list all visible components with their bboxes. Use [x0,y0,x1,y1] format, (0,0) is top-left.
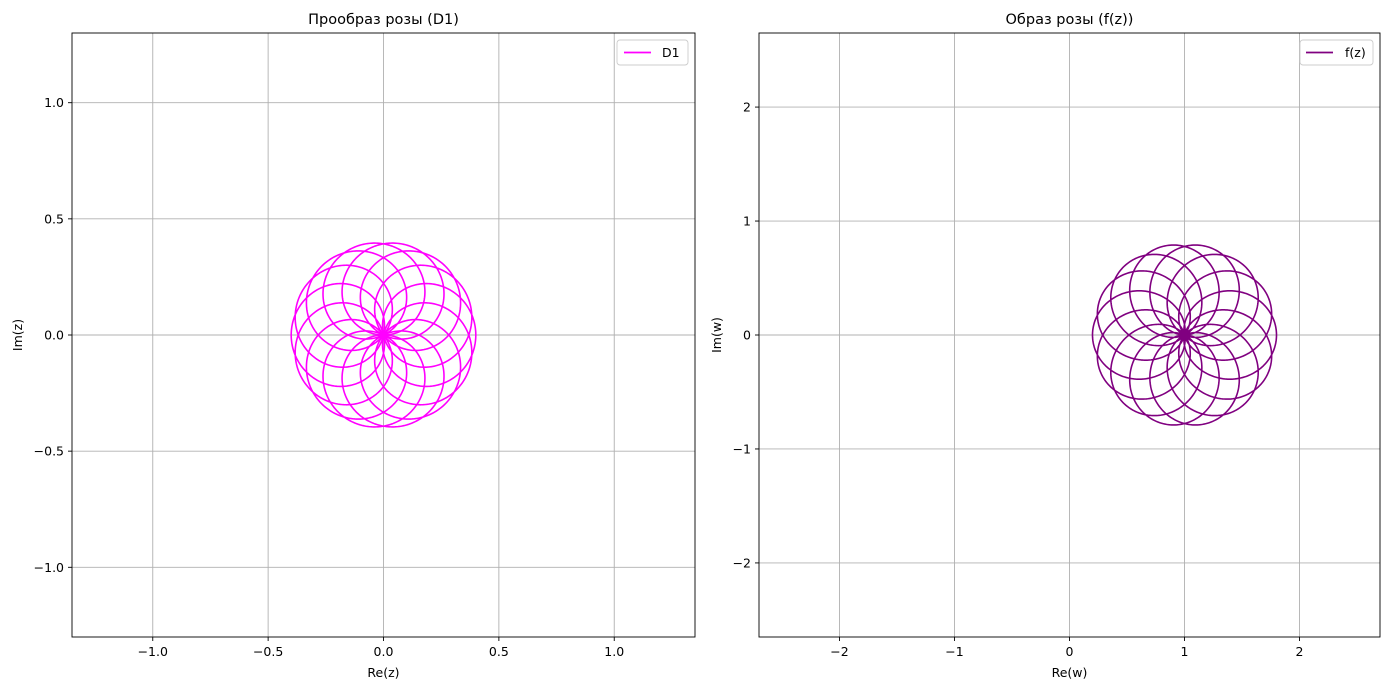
right-plot-legend-label: f(z) [1345,45,1366,60]
right-plot-xtick-label: −2 [830,644,848,659]
right-plot-xtick-label: 0 [1066,644,1074,659]
left-plot-xlabel: Re(z) [367,665,399,680]
left-plot-ytick-label: −0.5 [34,444,64,459]
right-plot-curve-fz [1091,244,1278,426]
right-plot-ytick-label: −1 [733,441,751,456]
left-plot-xtick-label: −1.0 [138,644,168,659]
right-plot-yticks: −2 −1 0 1 2 [733,100,759,570]
left-plot-ylabel: Im(z) [10,319,25,351]
left-plot-ytick-label: 1.0 [44,95,64,110]
left-plot-ytick-label: 0.5 [44,211,64,226]
left-plot-curve-d1 [290,242,477,428]
right-plot-ytick-label: 1 [743,214,751,229]
left-plot-grid [72,33,695,637]
right-plot-title: Образ розы (f(z)) [1006,12,1134,28]
right-plot-xtick-label: −1 [945,644,963,659]
right-plot-ytick-label: 2 [743,100,751,115]
right-plot-legend: f(z) [1299,39,1374,66]
right-plot-legend-box [1299,39,1374,66]
right-plot-ytick-label: 0 [743,328,751,343]
left-plot-xtick-label: −0.5 [253,644,283,659]
left-plot-xticks: −1.0 −0.5 0.0 0.5 1.0 [138,637,624,659]
right-plot-ytick-label: −2 [733,555,751,570]
right-plot-grid [759,33,1380,637]
left-plot-ytick-label: 0.0 [44,328,64,343]
right-plot-ylabel: Im(w) [709,317,724,353]
left-plot-legend-box [616,39,689,66]
left-plot-yticks: −1.0 −0.5 0.0 0.5 1.0 [34,95,72,575]
left-plot-xtick-label: 0.5 [489,644,509,659]
left-plot-frame [71,32,696,638]
right-plot-xtick-label: 2 [1296,644,1304,659]
right-plot-frame [758,32,1381,638]
left-plot-xtick-label: 0.0 [374,644,394,659]
left-plot-ytick-label: −1.0 [34,560,64,575]
right-plot-xtick-label: 1 [1181,644,1189,659]
left-plot: Прообраз розы (D1) −1.0 −0.5 0.0 0.5 1.0 −1.… [10,12,696,680]
left-plot-xtick-label: 1.0 [604,644,624,659]
left-plot-title: Прообраз розы (D1) [308,12,459,28]
left-plot-legend: D1 [616,39,689,66]
right-plot-xlabel: Re(w) [1052,665,1088,680]
left-plot-legend-label: D1 [662,45,680,60]
right-plot-xticks: −2 −1 0 1 2 [830,637,1303,659]
